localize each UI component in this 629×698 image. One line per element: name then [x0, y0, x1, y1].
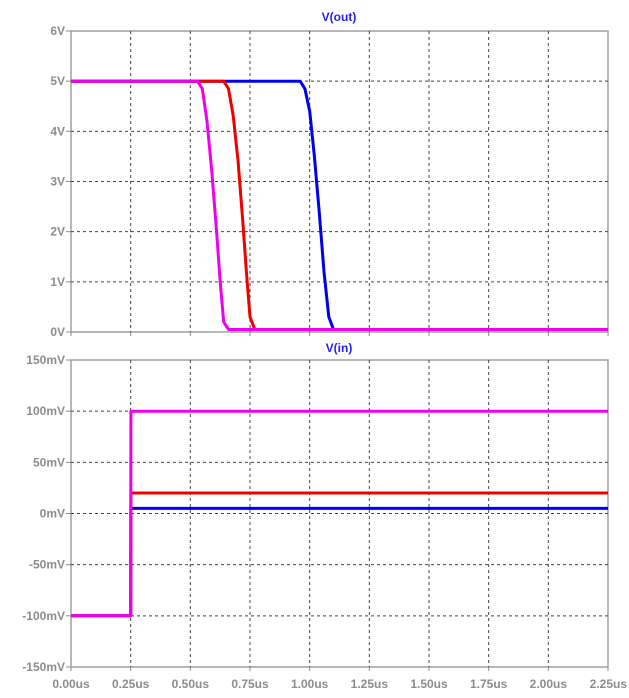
y-tick-label: 4V [50, 124, 65, 138]
x-tick-label: 1.00us [291, 677, 329, 691]
x-tick-label: 0.25us [112, 677, 150, 691]
x-tick-label: 0.50us [172, 677, 210, 691]
series-line-2 [71, 79, 608, 331]
y-tick-label: 100mV [26, 404, 65, 418]
x-tick-label: 2.00us [530, 677, 568, 691]
pane-vin-y-ticks: -150mV -100mV -50mV 0mV 50mV 100mV 150mV [22, 353, 71, 674]
pane-vin-series [71, 409, 608, 618]
pane-vout-series [71, 79, 608, 331]
x-tick-label: 1.50us [410, 677, 448, 691]
y-tick-label: 0mV [40, 507, 65, 521]
y-tick-label: 3V [50, 175, 65, 189]
x-axis-ticks: 0.00us 0.25us 0.50us 0.75us 1.00us 1.25us 1.50… [52, 332, 627, 691]
pane-vin-title: V(in) [326, 341, 353, 355]
pane-vout-y-ticks: 0V 1V 2V 3V 4V 5V 6V [50, 24, 71, 339]
x-tick-label: 0.00us [52, 677, 90, 691]
series-line-0 [71, 79, 608, 331]
x-tick-label: 0.75us [231, 677, 269, 691]
y-tick-label: -100mV [22, 609, 65, 623]
x-tick-label: 2.25us [590, 677, 628, 691]
pane-vin: -150mV -100mV -50mV 0mV 50mV 100mV 150mV V(in) [22, 341, 609, 674]
y-tick-label: 50mV [33, 455, 65, 469]
y-tick-label: 0V [50, 325, 65, 339]
pane-vout-title: V(out) [322, 10, 357, 24]
y-tick-label: 150mV [26, 353, 65, 367]
x-tick-label: 1.75us [470, 677, 508, 691]
series-line-1 [71, 79, 608, 331]
y-tick-label: -150mV [22, 660, 65, 674]
pane-vout: 0V 1V 2V 3V 4V 5V 6V V(out) [50, 10, 609, 339]
y-tick-label: 6V [50, 24, 65, 38]
y-tick-label: -50mV [29, 558, 65, 572]
y-tick-label: 2V [50, 225, 65, 239]
x-tick-label: 1.25us [351, 677, 389, 691]
series-line-2 [71, 409, 608, 618]
y-tick-label: 5V [50, 74, 65, 88]
y-tick-label: 1V [50, 275, 65, 289]
